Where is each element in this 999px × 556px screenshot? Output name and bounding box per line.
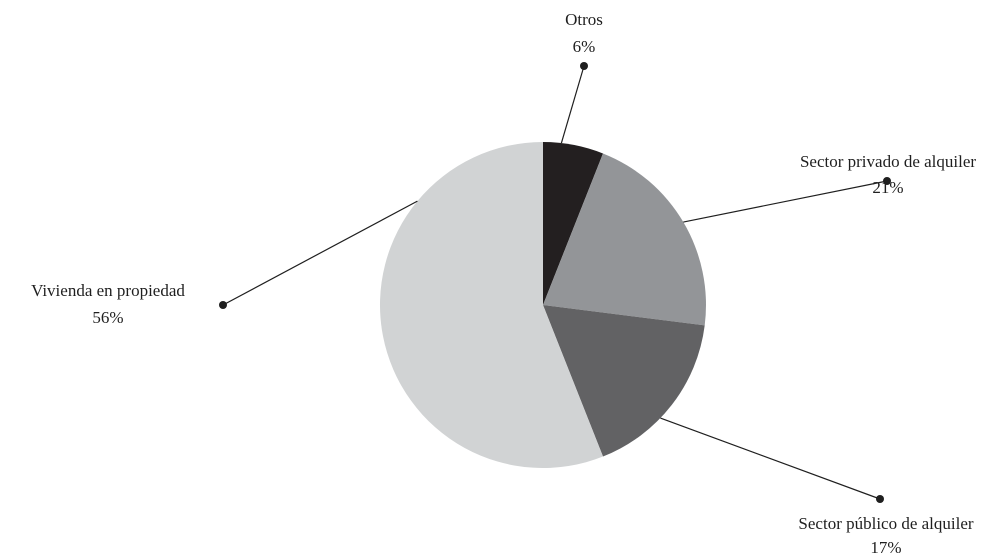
slice-value-publico: 17% — [870, 538, 901, 556]
slice-label-vivienda: Vivienda en propiedad — [31, 281, 185, 300]
callout-dot-privado — [883, 177, 891, 185]
slice-value-otros: 6% — [573, 37, 596, 56]
slice-label-privado: Sector privado de alquiler — [800, 152, 976, 171]
slice-label-otros: Otros — [565, 10, 603, 29]
callout-dot-otros — [580, 62, 588, 70]
pie-slices — [379, 141, 706, 469]
callout-line-publico — [660, 417, 881, 500]
pie-slice-otros — [543, 142, 603, 305]
callout-lines — [219, 62, 891, 503]
callout-dot-vivienda — [219, 301, 227, 309]
callout-line-otros — [560, 65, 585, 144]
slice-label-publico: Sector público de alquiler — [798, 514, 973, 533]
callout-line-vivienda — [222, 200, 418, 306]
callout-line-privado — [683, 180, 888, 223]
pie-slice-vivienda — [379, 141, 603, 469]
slice-value-privado: 21% — [872, 178, 903, 197]
pie-slice-privado — [543, 153, 706, 326]
pie-slice-publico — [543, 305, 705, 457]
callout-dot-publico — [876, 495, 884, 503]
slice-value-vivienda: 56% — [92, 308, 123, 327]
